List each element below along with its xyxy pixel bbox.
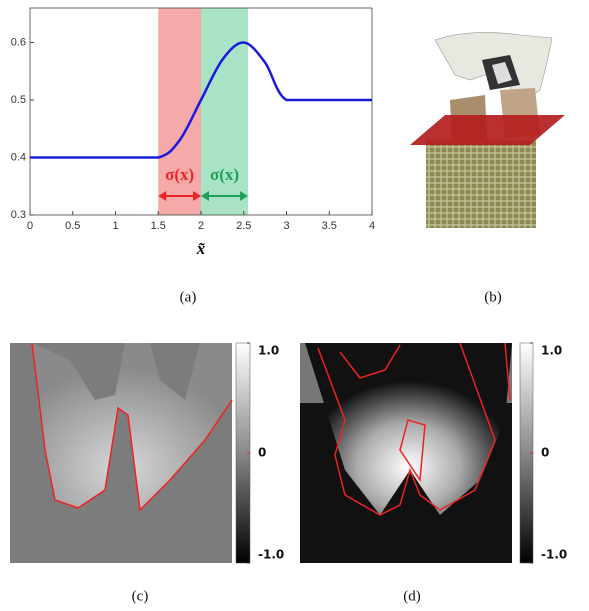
x-tick-label: 0.5 bbox=[65, 220, 80, 232]
annotation: σ(x) bbox=[165, 165, 194, 184]
caption: (b) bbox=[484, 289, 502, 305]
colorbar-label: 1.0 bbox=[258, 344, 279, 358]
caption: (c) bbox=[132, 588, 149, 604]
heatmap-d bbox=[300, 342, 534, 564]
x-tick-label: 3 bbox=[283, 220, 289, 232]
line bbox=[30, 41, 372, 159]
colorbar-label: -1.0 bbox=[541, 548, 567, 562]
colorbar-label: 0 bbox=[258, 446, 266, 460]
y-tick-label: 0.3 bbox=[11, 209, 26, 221]
x-tick-label: 1 bbox=[112, 220, 118, 232]
y-tick-label: 0.6 bbox=[11, 36, 26, 48]
x-axis-label: x̃ bbox=[196, 239, 206, 258]
y-tick-label: 0.4 bbox=[11, 151, 26, 163]
x-tick-label: 3.5 bbox=[322, 220, 337, 232]
y-tick-label: 0.5 bbox=[11, 94, 26, 106]
x-tick-label: 2.5 bbox=[236, 220, 251, 232]
x-tick-label: 1.5 bbox=[151, 220, 166, 232]
render-b bbox=[410, 32, 565, 228]
x-tick-label: 2 bbox=[198, 220, 204, 232]
colorbar-label: -1.0 bbox=[258, 548, 284, 562]
x-tick-label: 0 bbox=[27, 220, 33, 232]
shaded-region bbox=[201, 8, 249, 215]
caption: (a) bbox=[180, 289, 197, 305]
annotation: σ(x) bbox=[210, 165, 239, 184]
x-tick-label: 4 bbox=[369, 220, 375, 232]
caption: (d) bbox=[403, 588, 421, 604]
heatmap-c bbox=[10, 342, 251, 564]
colorbar-label: 0 bbox=[541, 446, 549, 460]
colorbar-label: 1.0 bbox=[541, 344, 562, 358]
